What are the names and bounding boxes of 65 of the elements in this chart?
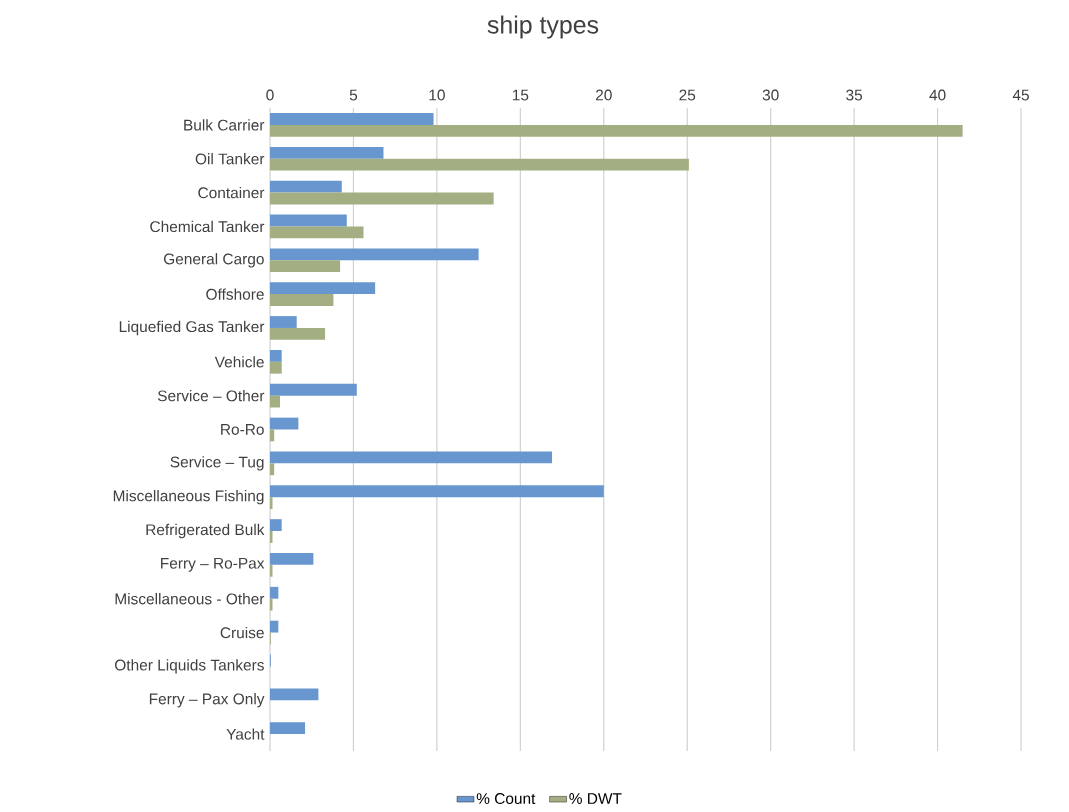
y-tick-label: Ferry – Pax Only xyxy=(149,693,265,708)
y-tick-label: General Cargo xyxy=(163,253,264,268)
bar xyxy=(270,722,306,735)
y-tick-label: Ro-Ro xyxy=(221,424,264,435)
bar xyxy=(270,349,282,362)
bar xyxy=(270,553,314,565)
y-tick-label: Liquefied Gas Tanker xyxy=(119,320,265,336)
bar xyxy=(270,383,357,396)
y-tick-label: Vehicle xyxy=(214,356,264,368)
x-tick-label: 15 xyxy=(512,89,529,101)
bar xyxy=(270,113,434,125)
chart-title: ship types xyxy=(487,15,599,39)
bar xyxy=(270,519,282,532)
y-tick-label: Service – Other xyxy=(157,389,265,402)
bar xyxy=(270,248,479,261)
bar xyxy=(270,316,297,328)
y-tick-label: Oil Tanker xyxy=(195,153,265,165)
x-tick-label: 45 xyxy=(1012,89,1029,101)
y-tick-label: Yacht xyxy=(226,728,265,740)
y-tick-label: Other Liquids Tankers xyxy=(115,659,264,674)
bar xyxy=(270,361,282,374)
x-tick-label: 30 xyxy=(762,89,779,101)
bar xyxy=(270,146,384,159)
bar xyxy=(270,180,342,193)
y-tick-label: Refrigerated Bulk xyxy=(146,523,265,539)
x-tick-label: 40 xyxy=(929,89,946,101)
bar xyxy=(270,429,275,442)
x-tick-label: 0 xyxy=(266,89,274,101)
bar xyxy=(270,282,376,295)
y-tick-label: Cruise xyxy=(220,626,264,639)
bar xyxy=(270,586,279,599)
bar xyxy=(270,395,281,408)
x-tick-label: 5 xyxy=(349,89,358,101)
y-tick-label: Service – Tug xyxy=(170,456,264,471)
bar xyxy=(270,260,341,273)
x-tick-label: 10 xyxy=(429,89,445,101)
bar xyxy=(270,497,273,510)
x-tick-label: 20 xyxy=(595,89,612,101)
legend-label: % DWT xyxy=(569,793,622,804)
x-tick-label: 35 xyxy=(846,89,863,101)
bar xyxy=(270,124,963,137)
x-tick-label: 25 xyxy=(679,89,696,101)
y-tick-label: Bulk Carrier xyxy=(184,119,265,131)
bar xyxy=(270,192,494,205)
bar xyxy=(270,214,347,227)
bar xyxy=(270,620,279,633)
y-tick-label: Miscellaneous Fishing xyxy=(113,489,264,505)
bar xyxy=(270,564,273,577)
y-tick-label: Offshore xyxy=(206,288,264,300)
bar xyxy=(270,531,273,543)
bar xyxy=(270,485,604,498)
y-tick-label: Ferry – Ro-Pax xyxy=(161,557,265,572)
legend-label: % Count xyxy=(476,793,536,805)
bar xyxy=(270,294,334,306)
bar xyxy=(270,327,326,340)
y-tick-label: Miscellaneous - Other xyxy=(115,593,265,605)
y-tick-label: Container xyxy=(198,186,265,199)
bar xyxy=(270,158,689,171)
bar xyxy=(270,226,364,239)
bar xyxy=(270,688,319,701)
y-tick-label: Chemical Tanker xyxy=(150,220,265,233)
bar xyxy=(270,451,553,464)
bar xyxy=(270,417,299,430)
bar xyxy=(270,598,273,611)
bar xyxy=(270,463,275,476)
